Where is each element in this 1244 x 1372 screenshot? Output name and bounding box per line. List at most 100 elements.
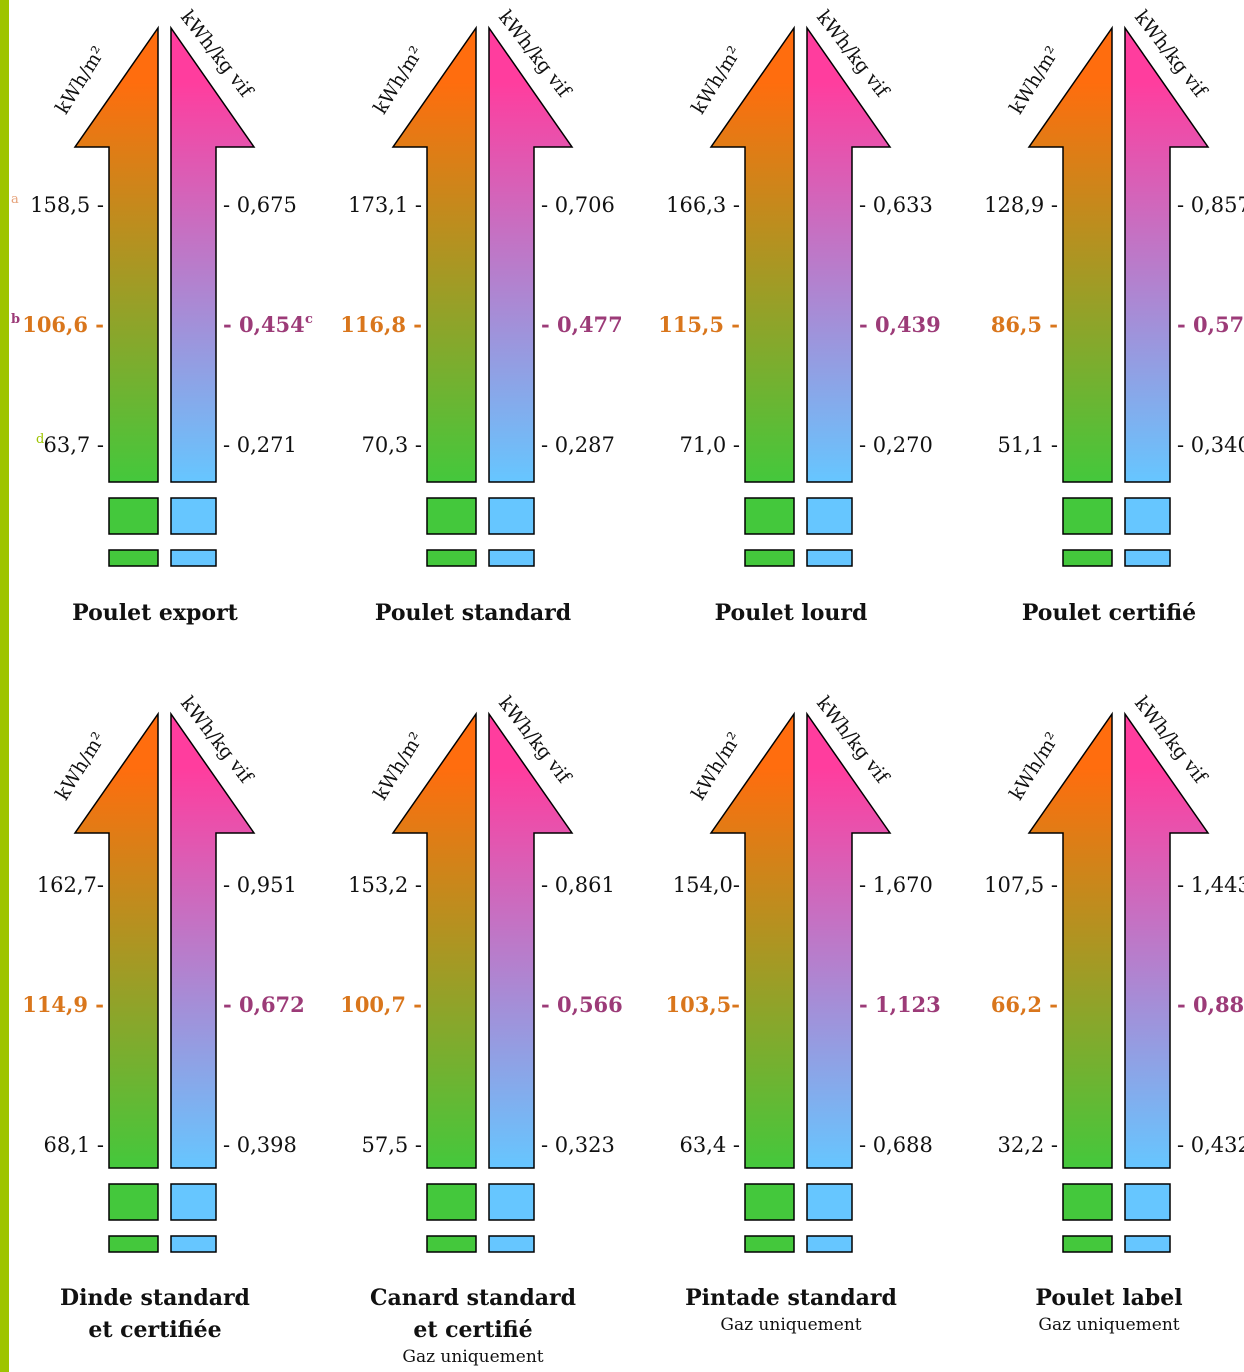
note-b: b (11, 312, 21, 327)
green-block-large (108, 497, 159, 535)
arrows-graphic (1027, 25, 1210, 567)
value-right-mid: - 0,575 (1177, 312, 1244, 337)
arrows-graphic (1027, 711, 1210, 1253)
value-left-high: 154,0- (672, 873, 740, 897)
green-block-small (744, 549, 795, 567)
blue-block-small (1124, 549, 1171, 567)
blue-block-small (806, 1235, 853, 1253)
value-right-mid: - 0,889 (1177, 992, 1244, 1017)
value-left-high: 166,3 - (666, 193, 740, 217)
value-left-mid: 103,5- (665, 992, 740, 1017)
value-right-mid: - 0,454 (223, 312, 305, 337)
value-left-mid: 114,9 - (22, 992, 104, 1017)
panel-title: Poulet export (72, 600, 238, 626)
green-block-large (1062, 1183, 1113, 1221)
left-arrow (391, 711, 477, 1169)
value-right-low: - 0,340 (1177, 433, 1244, 457)
arrow-panel: kWh/m² kWh/kg vif 107,5 -- 1,443 66,2 -- 0,… (954, 686, 1244, 1372)
value-right-mid: - 0,672 (223, 992, 305, 1017)
arrows-graphic (391, 25, 574, 567)
green-block-small (1062, 549, 1113, 567)
green-block-large (426, 497, 477, 535)
value-right-low: - 0,323 (541, 1133, 615, 1157)
value-left-low: 32,2 - (997, 1133, 1058, 1157)
value-left-high: 158,5 - (30, 193, 104, 217)
value-left-high: 128,9 - (984, 193, 1058, 217)
value-right-high: - 0,861 (541, 873, 615, 897)
value-left-mid: 86,5 - (990, 312, 1058, 337)
green-block-large (744, 1183, 795, 1221)
note-c: c (305, 312, 313, 327)
note-a: a (11, 192, 19, 207)
blue-block-large (1124, 1183, 1171, 1221)
blue-block-small (170, 1235, 217, 1253)
green-block-large (426, 1183, 477, 1221)
value-left-mid: 115,5 - (658, 312, 740, 337)
value-left-mid: 66,2 - (990, 992, 1058, 1017)
arrows-graphic (73, 25, 256, 567)
green-block-small (426, 549, 477, 567)
value-right-high: - 0,633 (859, 193, 933, 217)
green-block-small (108, 1235, 159, 1253)
blue-block-large (170, 1183, 217, 1221)
green-block-small (426, 1235, 477, 1253)
right-arrow (488, 25, 574, 483)
arrows-graphic (709, 711, 892, 1253)
value-right-low: - 0,688 (859, 1133, 933, 1157)
value-left-mid: 100,7 - (340, 992, 422, 1017)
right-arrow (170, 711, 256, 1169)
green-block-large (744, 497, 795, 535)
value-right-low: - 0,287 (541, 433, 615, 457)
value-left-high: 153,2 - (348, 873, 422, 897)
panel-title: Poulet certifié (1021, 600, 1197, 626)
blue-block-small (170, 549, 217, 567)
left-accent-bar (0, 0, 9, 1372)
panel-subtitle: Gaz uniquement (720, 1315, 862, 1335)
green-block-small (1062, 1235, 1113, 1253)
value-left-low: 71,0 - (679, 433, 740, 457)
green-block-small (108, 549, 159, 567)
left-arrow (1027, 711, 1113, 1169)
arrow-panel: kWh/m² kWh/kg vif 158,5 -- 0,675 106,6 -- 0… (0, 0, 313, 686)
blue-block-small (806, 549, 853, 567)
value-left-low: 68,1 - (43, 1133, 104, 1157)
blue-block-small (1124, 1235, 1171, 1253)
value-left-low: 63,7 - (43, 433, 104, 457)
arrow-panel: kWh/m² kWh/kg vif 128,9 -- 0,857 86,5 -- 0,… (954, 0, 1244, 686)
blue-block-small (488, 549, 535, 567)
value-left-mid: 116,8 - (340, 312, 422, 337)
value-left-high: 173,1 - (348, 193, 422, 217)
panel-title: Poulet label (1035, 1285, 1183, 1311)
value-right-low: - 0,398 (223, 1133, 297, 1157)
right-arrow (806, 711, 892, 1169)
blue-block-large (488, 497, 535, 535)
panel-title: Poulet standard (374, 600, 572, 626)
left-arrow (709, 25, 795, 483)
panel-title: Dinde standard (60, 1285, 250, 1311)
arrow-panel: kWh/m² kWh/kg vif 173,1 -- 0,706 116,8 -- 0… (318, 0, 628, 686)
blue-block-large (1124, 497, 1171, 535)
value-right-low: - 0,271 (223, 433, 297, 457)
panel-title-line2: et certifié (413, 1317, 533, 1343)
left-arrow (1027, 25, 1113, 483)
panel-subtitle: Gaz uniquement (1038, 1315, 1180, 1335)
panel-title: Canard standard (369, 1285, 577, 1311)
value-right-high: - 0,675 (223, 193, 297, 217)
value-right-mid: - 0,566 (541, 992, 623, 1017)
value-left-low: 57,5 - (361, 1133, 422, 1157)
value-right-low: - 0,270 (859, 433, 933, 457)
value-right-mid: - 0,477 (541, 312, 623, 337)
right-arrow (1124, 25, 1210, 483)
value-left-high: 107,5 - (984, 873, 1058, 897)
value-right-mid: - 0,439 (859, 312, 941, 337)
value-right-high: - 0,857 (1177, 193, 1244, 217)
blue-block-large (488, 1183, 535, 1221)
blue-block-large (806, 1183, 853, 1221)
panel-title: Pintade standard (685, 1285, 897, 1311)
value-left-mid: 106,6 - (22, 312, 104, 337)
arrows-graphic (709, 25, 892, 567)
panel-title: Poulet lourd (714, 600, 868, 626)
green-block-large (1062, 497, 1113, 535)
arrow-panel: kWh/m² kWh/kg vif 154,0- - 1,670 103,5- - 1,1… (636, 686, 946, 1372)
